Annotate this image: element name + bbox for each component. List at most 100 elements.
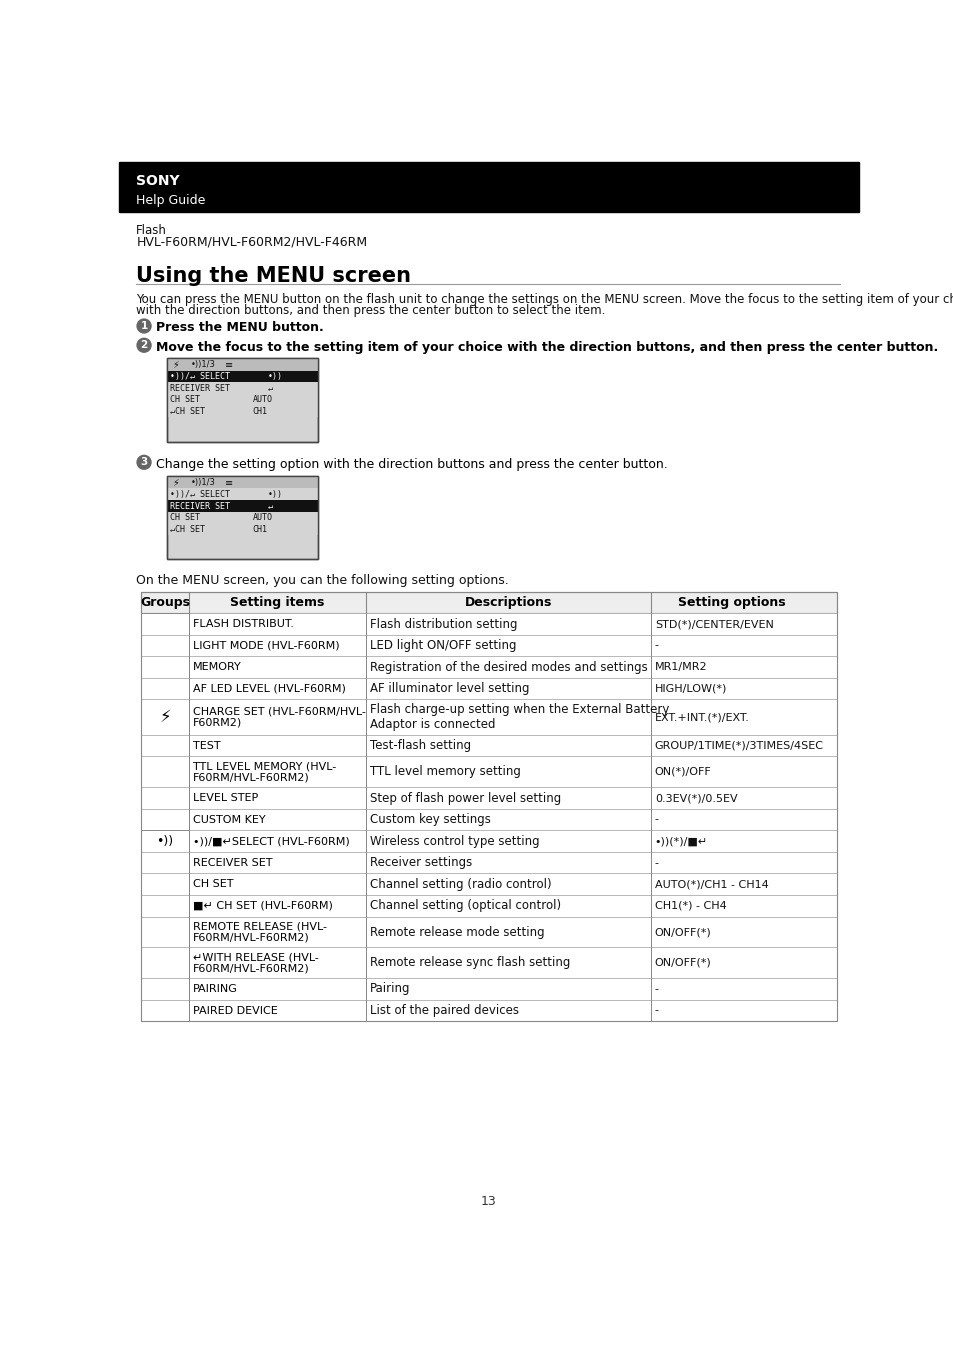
Text: Test-flash setting: Test-flash setting	[369, 740, 470, 752]
Text: with the direction buttons, and then press the center button to select the item.: with the direction buttons, and then pre…	[136, 305, 605, 317]
Text: CH SET: CH SET	[171, 396, 200, 404]
Text: TEST: TEST	[193, 741, 220, 751]
Text: PAIRED DEVICE: PAIRED DEVICE	[193, 1006, 277, 1015]
Bar	[141, 830, 836, 852]
Bar	[141, 734, 836, 756]
Bar	[167, 512, 318, 524]
Text: Descriptions: Descriptions	[464, 595, 552, 609]
Text: •)): •))	[268, 373, 283, 381]
Bar	[141, 787, 836, 809]
Bar	[141, 948, 836, 979]
Text: Step of flash power level setting: Step of flash power level setting	[369, 791, 560, 805]
Text: CH1(*) - CH4: CH1(*) - CH4	[654, 900, 726, 911]
Bar	[141, 895, 836, 917]
Bar	[167, 382, 318, 394]
Text: ON(*)/OFF: ON(*)/OFF	[654, 767, 711, 776]
Bar	[141, 634, 836, 656]
Circle shape	[137, 455, 151, 470]
Bar	[167, 477, 318, 559]
Text: ≡: ≡	[225, 478, 233, 487]
Bar	[141, 873, 836, 895]
Bar	[141, 613, 189, 830]
Text: Setting options: Setting options	[677, 595, 784, 609]
Text: Change the setting option with the direction buttons and press the center button: Change the setting option with the direc…	[156, 458, 667, 471]
Bar	[167, 500, 318, 512]
Text: 3: 3	[140, 458, 148, 467]
Text: 1: 1	[140, 321, 148, 331]
Bar	[141, 1000, 836, 1022]
Text: CH1: CH1	[253, 525, 267, 533]
Bar	[141, 591, 836, 613]
Bar	[167, 358, 318, 441]
Text: CH SET: CH SET	[171, 513, 200, 522]
Text: Channel setting (optical control): Channel setting (optical control)	[369, 899, 560, 913]
Bar	[141, 756, 836, 787]
Bar	[167, 524, 318, 535]
Text: ⚡: ⚡	[172, 360, 178, 370]
Text: AUTO: AUTO	[253, 396, 273, 404]
Text: ON/OFF(*): ON/OFF(*)	[654, 957, 711, 968]
Text: •))/■↵SELECT (HVL-F60RM): •))/■↵SELECT (HVL-F60RM)	[193, 836, 349, 846]
Circle shape	[137, 339, 151, 352]
Text: 0.3EV(*)/0.5EV: 0.3EV(*)/0.5EV	[654, 792, 737, 803]
Text: CH1: CH1	[253, 406, 267, 416]
Text: MR1/MR2: MR1/MR2	[654, 662, 707, 672]
Text: LED light ON/OFF setting: LED light ON/OFF setting	[369, 639, 516, 652]
Text: ≡: ≡	[225, 360, 233, 370]
Bar	[167, 477, 318, 559]
Text: -: -	[654, 984, 659, 994]
Text: LIGHT MODE (HVL-F60RM): LIGHT MODE (HVL-F60RM)	[193, 640, 339, 651]
Text: Groups: Groups	[140, 595, 190, 609]
Text: -: -	[654, 857, 659, 868]
Bar	[167, 358, 318, 441]
Bar	[141, 656, 836, 678]
Text: Move the focus to the setting item of your choice with the direction buttons, an: Move the focus to the setting item of yo…	[156, 340, 938, 354]
Bar	[141, 979, 836, 1000]
Bar	[141, 809, 836, 830]
Text: REMOTE RELEASE (HVL-
F60RM/HVL-F60RM2): REMOTE RELEASE (HVL- F60RM/HVL-F60RM2)	[193, 921, 327, 942]
Text: Using the MENU screen: Using the MENU screen	[136, 266, 411, 286]
Text: Flash: Flash	[136, 224, 167, 236]
Text: ↵CH SET: ↵CH SET	[171, 525, 205, 533]
Bar	[141, 917, 836, 948]
Bar	[141, 591, 836, 1022]
Text: CHARGE SET (HVL-F60RM/HVL-
F60RM2): CHARGE SET (HVL-F60RM/HVL- F60RM2)	[193, 706, 365, 728]
Bar	[141, 678, 836, 699]
Text: ⚡: ⚡	[159, 709, 171, 726]
Text: EXT.+INT.(*)/EXT.: EXT.+INT.(*)/EXT.	[654, 713, 749, 722]
Text: RECEIVER SET: RECEIVER SET	[171, 383, 231, 393]
Text: •))(*)/■↵: •))(*)/■↵	[654, 836, 707, 846]
Text: -: -	[654, 1006, 659, 1015]
Text: GROUP/1TIME(*)/3TIMES/4SEC: GROUP/1TIME(*)/3TIMES/4SEC	[654, 741, 822, 751]
Bar	[119, 162, 858, 212]
Text: Remote release mode setting: Remote release mode setting	[369, 926, 543, 938]
Text: TTL LEVEL MEMORY (HVL-
F60RM/HVL-F60RM2): TTL LEVEL MEMORY (HVL- F60RM/HVL-F60RM2)	[193, 761, 335, 783]
Text: •))/↵ SELECT: •))/↵ SELECT	[171, 373, 231, 381]
Text: Wireless control type setting: Wireless control type setting	[369, 834, 538, 848]
Text: HIGH/LOW(*): HIGH/LOW(*)	[654, 683, 726, 694]
Text: AUTO: AUTO	[253, 513, 273, 522]
Bar	[167, 371, 318, 382]
Bar	[141, 852, 836, 873]
Text: •))1/3: •))1/3	[191, 478, 215, 487]
Text: On the MENU screen, you can the following setting options.: On the MENU screen, you can the followin…	[136, 574, 509, 587]
Text: Flash distribution setting: Flash distribution setting	[369, 617, 517, 630]
Text: AF LED LEVEL (HVL-F60RM): AF LED LEVEL (HVL-F60RM)	[193, 683, 345, 694]
Text: Custom key settings: Custom key settings	[369, 813, 490, 826]
Text: Channel setting (radio control): Channel setting (radio control)	[369, 878, 551, 891]
Text: AUTO(*)/CH1 - CH14: AUTO(*)/CH1 - CH14	[654, 879, 768, 890]
Text: Receiver settings: Receiver settings	[369, 856, 472, 869]
Text: Registration of the desired modes and settings: Registration of the desired modes and se…	[369, 660, 647, 674]
Circle shape	[137, 319, 151, 333]
Bar	[167, 358, 318, 371]
Text: ↵: ↵	[268, 383, 273, 393]
Text: 13: 13	[480, 1195, 497, 1208]
Bar	[167, 405, 318, 417]
Text: RECEIVER SET: RECEIVER SET	[193, 857, 273, 868]
Text: •))1/3: •))1/3	[191, 360, 215, 369]
Text: •))/↵ SELECT: •))/↵ SELECT	[171, 490, 231, 500]
Bar	[141, 699, 836, 734]
Text: Press the MENU button.: Press the MENU button.	[156, 321, 324, 335]
Text: FLASH DISTRIBUT.: FLASH DISTRIBUT.	[193, 620, 294, 629]
Text: -: -	[654, 640, 659, 651]
